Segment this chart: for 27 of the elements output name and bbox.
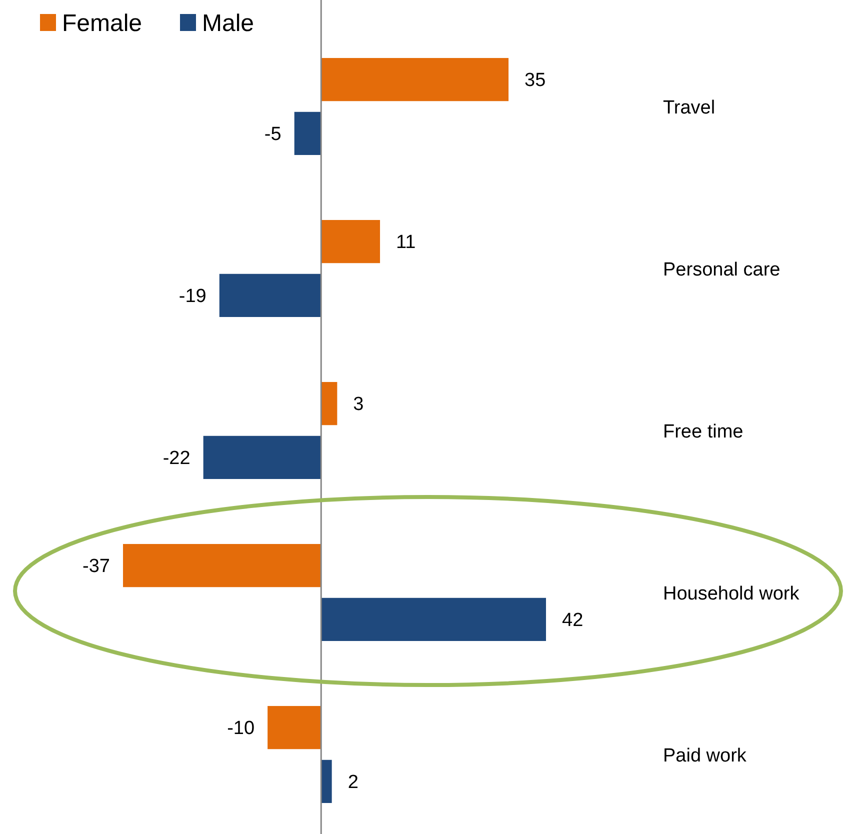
y-tick-label: Personal care bbox=[663, 260, 780, 281]
bar bbox=[219, 274, 322, 317]
bar bbox=[321, 382, 338, 426]
data-label: -19 bbox=[178, 286, 206, 308]
data-label: -5 bbox=[264, 124, 282, 146]
bar bbox=[203, 436, 322, 479]
y-tick-label: Household work bbox=[663, 584, 800, 605]
bar bbox=[321, 598, 546, 641]
legend-label: Female bbox=[62, 10, 142, 37]
data-label: 11 bbox=[396, 232, 416, 254]
data-label: 35 bbox=[524, 70, 546, 92]
y-tick-label: Free time bbox=[663, 422, 744, 443]
data-label: 3 bbox=[353, 394, 364, 416]
bar bbox=[294, 112, 322, 155]
bar bbox=[123, 544, 322, 588]
bar bbox=[268, 706, 322, 750]
bar bbox=[321, 760, 332, 803]
data-label: 2 bbox=[348, 772, 358, 794]
data-label: -22 bbox=[162, 448, 190, 470]
data-label: -37 bbox=[82, 556, 110, 578]
bar bbox=[321, 220, 380, 264]
data-label: -10 bbox=[227, 718, 255, 740]
data-label: 42 bbox=[562, 610, 584, 632]
y-tick-label: Travel bbox=[663, 98, 716, 119]
legend-label: Male bbox=[202, 10, 254, 37]
y-tick-label: Paid work bbox=[663, 746, 747, 767]
bar bbox=[321, 58, 509, 102]
